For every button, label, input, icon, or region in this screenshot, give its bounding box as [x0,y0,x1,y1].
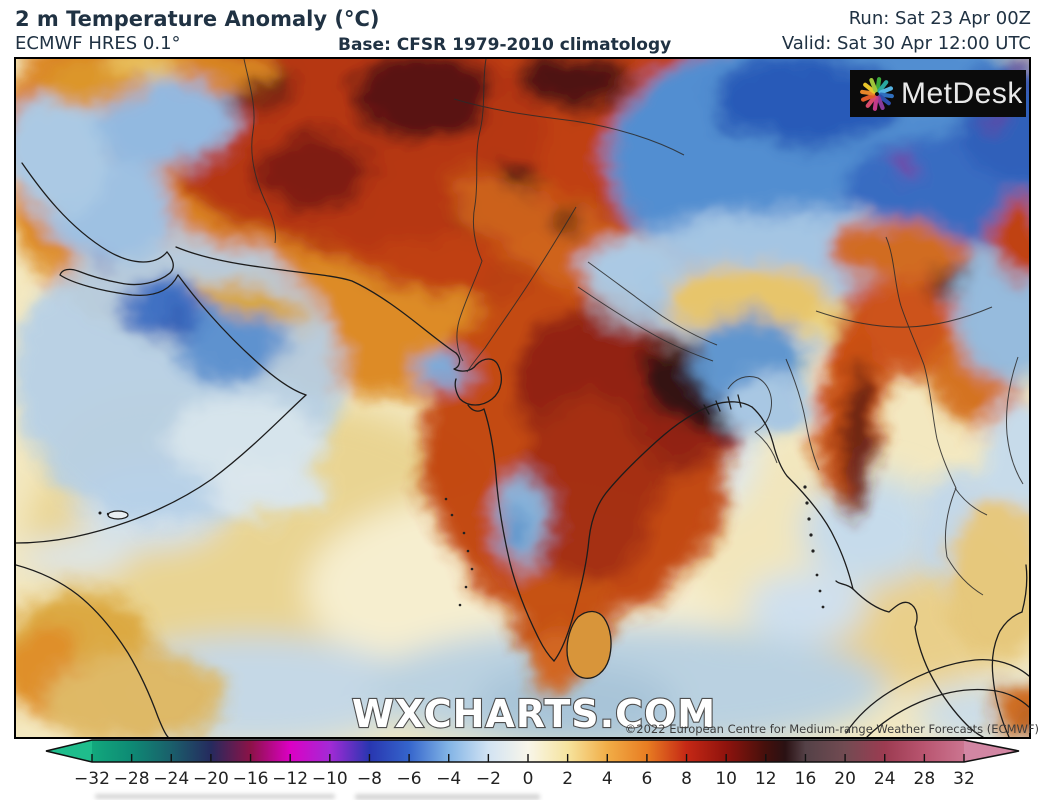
coastlines [16,162,1029,737]
page-title: 2 m Temperature Anomaly (°C) [15,7,380,31]
pinwheel-ray [878,91,894,98]
pinwheel-ray [878,93,891,105]
colorbar-ticks [91,754,965,762]
colorbar-tick-label: −12 [272,769,308,789]
colorbar-tick-label: 6 [641,769,652,789]
colorbar-tick-label: −16 [233,769,269,789]
colorbar-tick-label: −32 [74,769,110,789]
colorbar-tick-label: 10 [715,769,737,789]
cropped-artifact [355,794,540,800]
colorbar-tick-label: 20 [834,769,856,789]
country-borders [243,59,1024,596]
colorbar-tick-label: 0 [523,769,534,789]
copyright-text: ©2022 European Centre for Medium-range W… [624,722,1039,736]
colorbar-tick-label: −4 [436,769,461,789]
colorbar-tick-label: −24 [153,769,189,789]
colorbar-tick-label: 16 [795,769,817,789]
colorbar-tick-label: −8 [357,769,382,789]
pinwheel-ray [860,89,876,96]
pinwheel-icon [860,76,894,111]
metdesk-logo-text: MetDesk [901,76,1023,110]
colorbar: −32 −28 −24 −20 −16 −12 −10 −8 −6 −4 −2 0 2 4 6 8 10 12 16… [14,739,1031,797]
colorbar-tick-label: 4 [602,769,613,789]
pinwheel-ray [872,95,879,111]
colorbar-left-arrow [46,740,92,762]
colorbar-tick-label: −28 [114,769,150,789]
pinwheel-ray [875,76,882,92]
anomaly-field [16,59,1029,737]
pinwheel-ray [863,82,876,94]
metdesk-logo: MetDesk [850,70,1026,117]
colorbar-tick-label: −20 [193,769,229,789]
colorbar-tick-label: 2 [562,769,573,789]
colorbar-tick-label: 28 [914,769,936,789]
valid-time-label: Valid: Sat 30 Apr 12:00 UTC [781,33,1031,54]
colorbar-tick-label: 24 [874,769,896,789]
colorbar-tick-label: 32 [953,769,975,789]
cropped-artifact [95,794,335,799]
island-dots [444,485,825,609]
colorbar-tick-label: −2 [476,769,501,789]
colorbar-tick-label: −10 [312,769,348,789]
pinwheel-ray [860,92,876,102]
run-time-label: Run: Sat 23 Apr 00Z [848,8,1031,29]
pinwheel-ray [878,85,894,95]
colorbar-right-arrow [964,740,1019,762]
pinwheel-ray [865,94,877,108]
colorbar-tick-label: 8 [681,769,692,789]
pinwheel-ray [876,95,885,110]
model-label: ECMWF HRES 0.1° [15,33,181,54]
sri-lanka [566,610,612,679]
watermark: WXCHARTS.COM [352,692,716,736]
pinwheel-ray [877,79,889,93]
pinwheel-ray [869,77,878,92]
colorbar-tick-label: 12 [755,769,777,789]
colorbar-labels: −32 −28 −24 −20 −16 −12 −10 −8 −6 −4 −2 0 2 4 6 8 10 12 16… [74,769,975,789]
base-climatology-label: Base: CFSR 1979-2010 climatology [338,35,672,55]
map-frame: WXCHARTS.COM MetDesk ©2022 European Cent… [14,57,1039,739]
colorbar-gradient [92,740,964,762]
anomaly-map: WXCHARTS.COM [16,59,1029,737]
colorbar-tick-label: −6 [397,769,422,789]
